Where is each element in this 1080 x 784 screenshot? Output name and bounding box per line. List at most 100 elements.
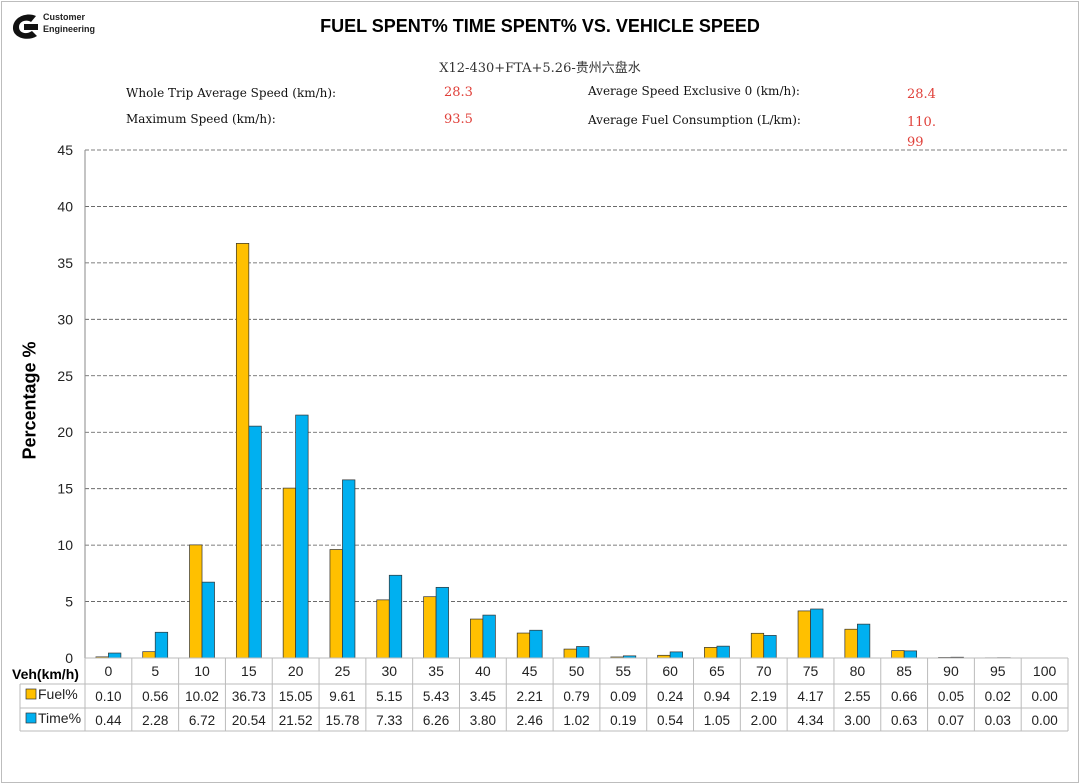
x-tick-label: 90	[943, 663, 959, 679]
bar-time	[810, 608, 824, 659]
bar-time	[763, 635, 777, 659]
table-cell: 2.28	[142, 713, 168, 728]
bar-fuel	[329, 549, 343, 659]
bar-time	[248, 425, 262, 659]
y-tick-label: 5	[65, 594, 73, 610]
table-cell: 0.54	[657, 713, 684, 728]
table-cell: 2.46	[517, 713, 543, 728]
bar-time	[154, 631, 169, 659]
bar-time	[201, 581, 215, 659]
table-cell: 2.00	[751, 713, 777, 728]
bar-fuel	[282, 487, 296, 659]
bar-fuel	[704, 647, 718, 659]
table-cell: 15.05	[279, 689, 313, 704]
table-cell: 3.00	[844, 713, 870, 728]
bar-time	[295, 414, 309, 659]
bar-fuel	[142, 651, 156, 659]
y-tick-label: 0	[65, 650, 73, 666]
x-tick-label: 100	[1033, 663, 1057, 679]
bar-fuel	[376, 599, 390, 659]
bar-time	[903, 650, 918, 659]
legend-swatch-fuel	[25, 688, 37, 700]
bar-time	[576, 646, 590, 659]
bar-fuel	[797, 610, 811, 659]
y-tick-label: 20	[57, 424, 73, 440]
table-cell: 2.21	[517, 689, 543, 704]
bar-time	[435, 586, 449, 659]
table-cell: 5.43	[423, 689, 449, 704]
table-cell: 0.00	[1031, 713, 1057, 728]
avg-fuel-value: 110. 99	[907, 113, 936, 153]
bar-fuel	[563, 648, 577, 659]
table-cell: 20.54	[232, 713, 266, 728]
x-tick-label: 5	[151, 663, 159, 679]
table-cell: 0.79	[563, 689, 589, 704]
bar-fuel	[844, 628, 858, 659]
table-cell: 0.00	[1031, 689, 1057, 704]
y-tick-label: 15	[57, 481, 73, 497]
logo-line2: Engineering	[43, 24, 96, 34]
bar-time	[669, 651, 683, 659]
x-tick-label: 85	[896, 663, 912, 679]
x-tick-label: 95	[990, 663, 1006, 679]
bar-time	[108, 652, 122, 659]
x-tick-label: 0	[105, 663, 113, 679]
table-cell: 7.33	[376, 713, 402, 728]
avg-fuel-value-line1: 110.	[907, 115, 936, 130]
table-cell: 0.94	[704, 689, 731, 704]
chart-subtitle: X12-430+FTA+5.26-贵州六盘水	[439, 61, 641, 76]
bar-fuel	[470, 618, 484, 659]
table-cell: 2.55	[844, 689, 870, 704]
table-cell: 10.02	[185, 689, 219, 704]
table-cell: 0.63	[891, 713, 917, 728]
table-cell: 4.34	[797, 713, 824, 728]
max-speed-label: Maximum Speed (km/h):	[126, 112, 276, 126]
x-tick-label: 75	[803, 663, 819, 679]
table-cell: 1.05	[704, 713, 730, 728]
legend-label: Fuel%	[38, 686, 78, 702]
bar-time	[716, 645, 730, 659]
x-tick-label: 35	[428, 663, 444, 679]
x-tick-label: 40	[475, 663, 491, 679]
y-tick-label: 10	[57, 537, 73, 553]
bar-fuel	[891, 650, 905, 659]
y-tick-label: 35	[57, 255, 73, 271]
x-tick-label: 65	[709, 663, 725, 679]
bar-time	[388, 574, 403, 659]
y-tick-label: 40	[57, 198, 73, 214]
max-speed-value: 93.5	[444, 112, 473, 127]
table-cell: 5.15	[376, 689, 402, 704]
table-cell: 15.78	[326, 713, 360, 728]
x-tick-label: 55	[616, 663, 632, 679]
logo-text: Customer Engineering	[43, 11, 95, 35]
table-cell: 6.72	[189, 713, 215, 728]
table-cell: 3.80	[470, 713, 496, 728]
table-cell: 0.66	[891, 689, 917, 704]
bar-fuel	[235, 243, 250, 659]
bar-time	[529, 629, 543, 659]
avg-excl0-label: Average Speed Exclusive 0 (km/h):	[588, 84, 800, 98]
x-tick-label: 45	[522, 663, 538, 679]
table-cell: 0.05	[938, 689, 964, 704]
x-tick-label: 10	[194, 663, 210, 679]
table-cell: 3.45	[470, 689, 496, 704]
bar-fuel	[423, 596, 437, 659]
x-tick-label: 15	[241, 663, 257, 679]
x-tick-label: 30	[381, 663, 397, 679]
table-cell: 0.03	[985, 713, 1011, 728]
table-cell: 6.26	[423, 713, 449, 728]
table-cell: 0.56	[142, 689, 168, 704]
table-cell: 0.44	[95, 713, 122, 728]
x-tick-label: 80	[850, 663, 866, 679]
avg-excl0-value: 28.4	[907, 87, 936, 102]
table-cell: 4.17	[797, 689, 823, 704]
y-tick-label: 30	[57, 311, 73, 327]
y-tick-label: 45	[57, 142, 73, 158]
table-cell: 36.73	[232, 689, 266, 704]
x-tick-label: 60	[662, 663, 678, 679]
legend-label: Time%	[38, 710, 81, 726]
legend-swatch-time	[25, 712, 37, 724]
cummins-logo-icon	[12, 14, 38, 39]
